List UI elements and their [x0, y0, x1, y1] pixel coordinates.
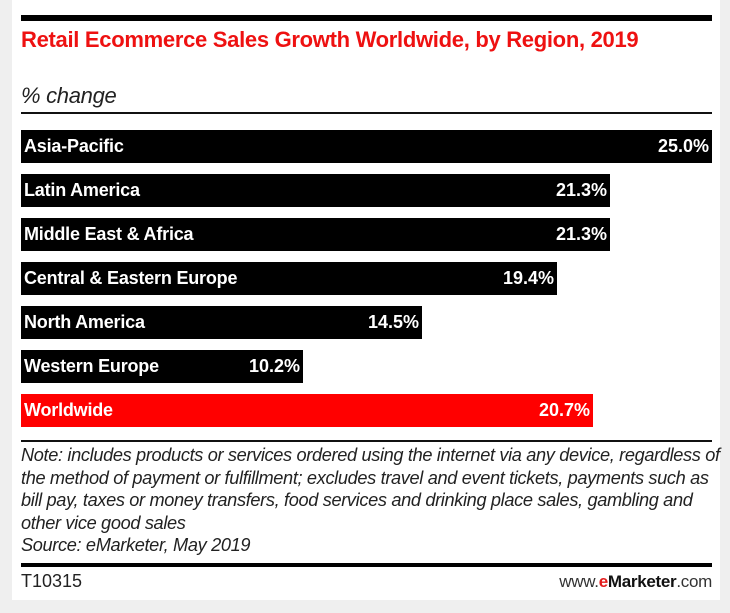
value-label: 19.4% — [502, 268, 554, 288]
value-label: 25.0% — [657, 136, 709, 156]
chart-id: T10315 — [21, 571, 83, 591]
chart-title: Retail Ecommerce Sales Growth Worldwide,… — [21, 27, 639, 52]
value-label: 20.7% — [538, 400, 590, 420]
bar-worldwide: Worldwide 20.7% — [21, 394, 593, 427]
category-label: North America — [24, 312, 145, 332]
bar-middle-east-africa: Middle East & Africa 21.3% — [21, 218, 610, 251]
category-label: Western Europe — [24, 356, 159, 376]
notes-block: Note: includes products or services orde… — [21, 444, 721, 557]
footer-divider — [21, 563, 712, 567]
brand-name: Marketer — [607, 572, 677, 591]
value-label: 10.2% — [248, 356, 300, 376]
category-label: Central & Eastern Europe — [24, 268, 238, 288]
notes-divider — [21, 440, 712, 442]
bar-latin-america: Latin America 21.3% — [21, 174, 610, 207]
category-label: Asia-Pacific — [24, 136, 124, 156]
bar-chart: Asia-Pacific 25.0% Latin America 21.3% Middl… — [21, 130, 712, 430]
chart-note: Note: includes products or services orde… — [21, 445, 720, 533]
brand-prefix: www. — [559, 572, 599, 591]
brand-suffix: .com — [676, 572, 712, 591]
chart-subtitle: % change — [21, 83, 117, 108]
header-divider — [21, 112, 712, 114]
value-label: 21.3% — [555, 180, 607, 200]
brand-url[interactable]: www.eMarketer.com — [559, 571, 712, 593]
chart-source: Source: eMarketer, May 2019 — [21, 535, 251, 555]
bar-north-america: North America 14.5% — [21, 306, 422, 339]
category-label: Worldwide — [24, 400, 113, 420]
bar-western-europe: Western Europe 10.2% — [21, 350, 303, 383]
category-label: Latin America — [24, 180, 140, 200]
top-accent-bar — [21, 15, 712, 21]
chart-card: Retail Ecommerce Sales Growth Worldwide,… — [12, 0, 720, 600]
brand-e: e — [598, 572, 608, 591]
value-label: 21.3% — [555, 224, 607, 244]
value-label: 14.5% — [367, 312, 419, 332]
category-label: Middle East & Africa — [24, 224, 194, 244]
bar-asia-pacific: Asia-Pacific 25.0% — [21, 130, 712, 163]
bar-central-eastern-europe: Central & Eastern Europe 19.4% — [21, 262, 557, 295]
